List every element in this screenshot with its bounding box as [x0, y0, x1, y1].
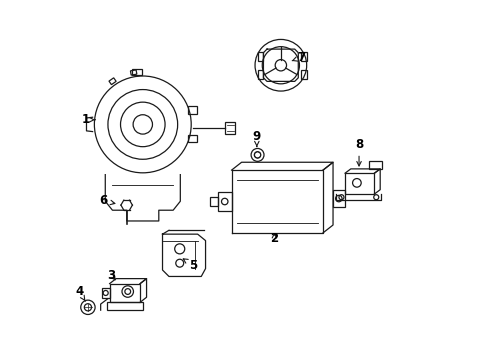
Bar — [225, 122, 235, 134]
Bar — [218, 192, 232, 211]
Text: 9: 9 — [253, 130, 261, 147]
Text: 3: 3 — [107, 269, 116, 282]
Bar — [258, 52, 264, 60]
Text: 8: 8 — [355, 138, 363, 166]
Text: 4: 4 — [75, 285, 85, 301]
Text: 1: 1 — [81, 113, 95, 126]
Bar — [333, 190, 344, 207]
Text: 5: 5 — [183, 259, 197, 272]
Bar — [369, 161, 382, 169]
Bar — [132, 69, 142, 75]
Bar — [109, 78, 116, 85]
Bar — [345, 173, 374, 194]
Bar — [107, 302, 143, 310]
Bar — [188, 107, 196, 114]
Bar — [258, 70, 264, 78]
Bar — [188, 135, 196, 142]
Bar — [110, 284, 140, 302]
Text: 2: 2 — [270, 231, 278, 244]
Text: 7: 7 — [292, 51, 306, 64]
Text: 6: 6 — [99, 194, 115, 207]
Bar — [210, 197, 218, 206]
Bar — [130, 70, 137, 75]
Bar — [301, 52, 307, 60]
Bar — [102, 288, 110, 298]
Bar — [301, 70, 307, 78]
